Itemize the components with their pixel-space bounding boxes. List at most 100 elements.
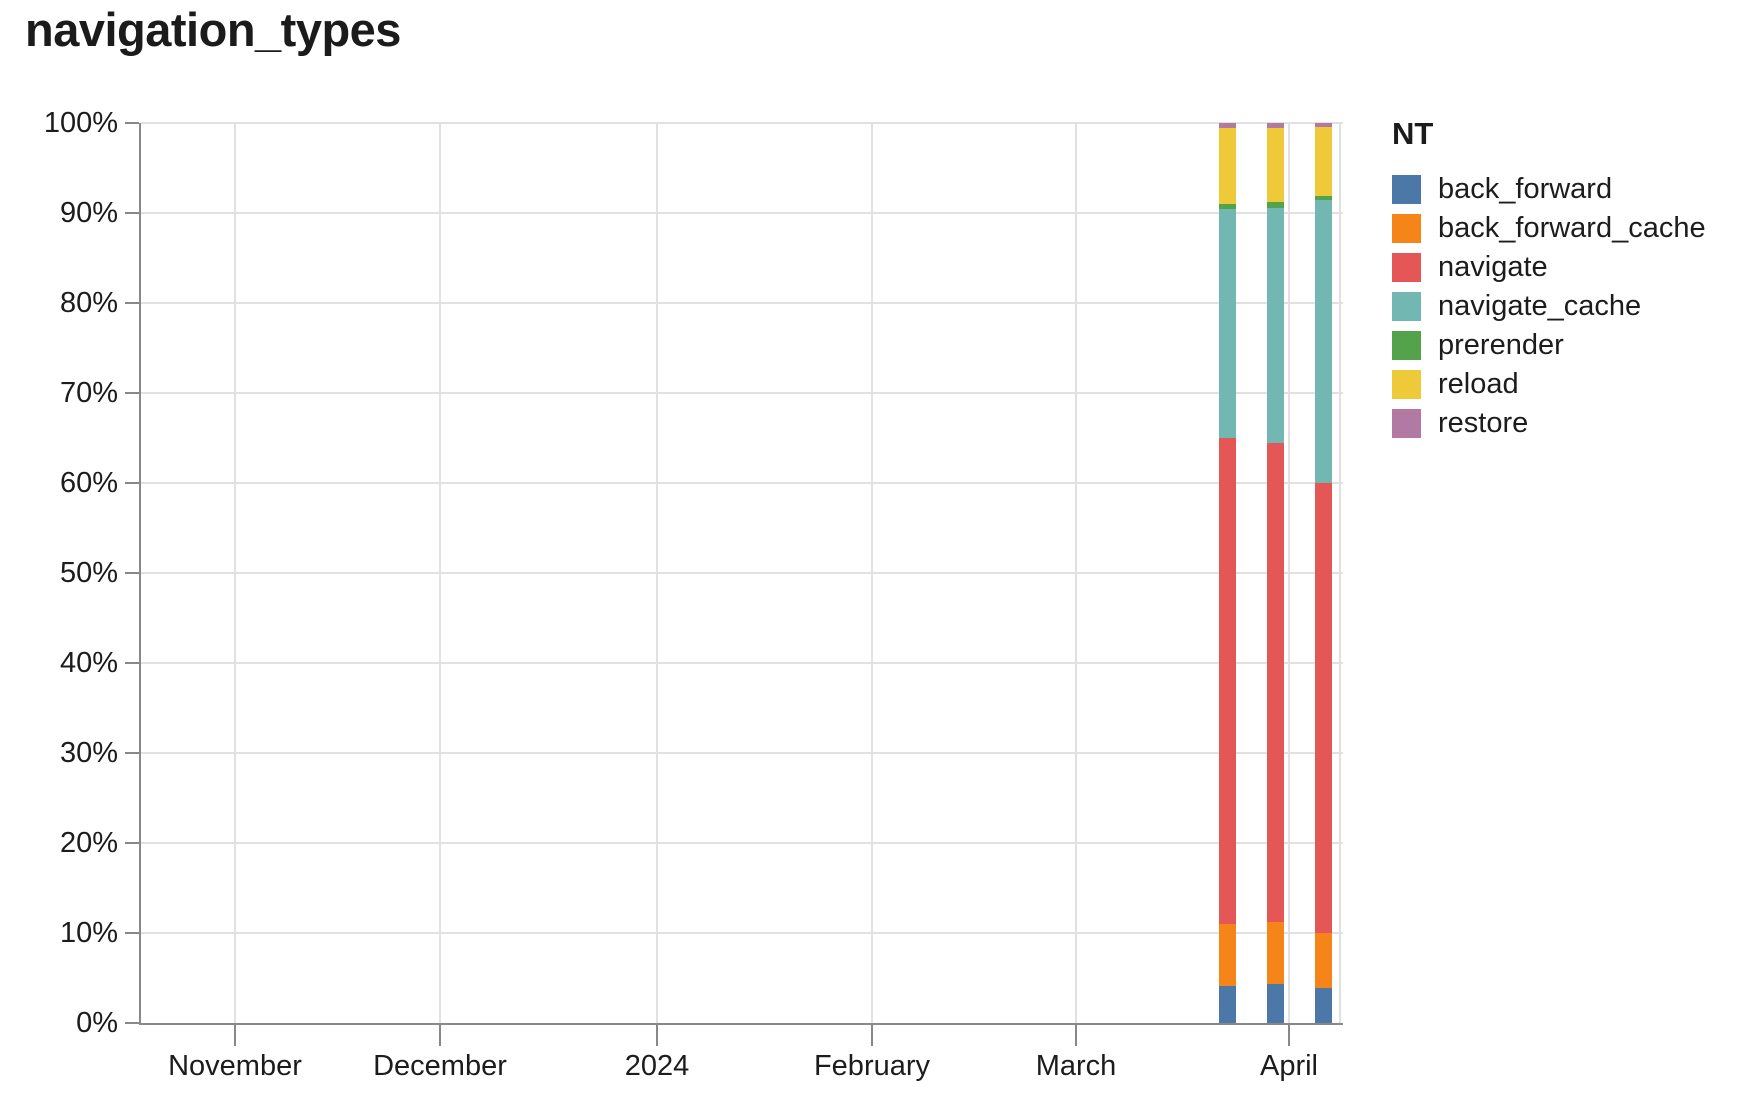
gridline-vertical <box>1075 123 1077 1023</box>
gridline-horizontal <box>141 392 1343 394</box>
legend-item-back_forward_cache: back_forward_cache <box>1392 209 1706 248</box>
bar-segment-restore[interactable] <box>1219 123 1236 128</box>
x-axis-tick-label: February <box>813 1050 931 1082</box>
legend-swatch-icon <box>1392 175 1421 204</box>
bar-segment-navigate_cache[interactable] <box>1219 209 1236 439</box>
legend-item-navigate: navigate <box>1392 248 1706 287</box>
gridline-horizontal <box>141 752 1343 754</box>
x-axis-tick-label: December <box>373 1050 507 1082</box>
bar-segment-reload[interactable] <box>1315 126 1332 196</box>
stacked-bar[interactable] <box>1219 123 1236 1023</box>
y-axis-tick <box>125 392 139 394</box>
y-axis-tick-label: 0% <box>76 1007 118 1039</box>
y-axis-tick <box>125 752 139 754</box>
x-axis-tick <box>234 1023 236 1046</box>
bar-segment-reload[interactable] <box>1219 127 1236 205</box>
y-axis-tick-label: 60% <box>59 467 118 499</box>
bar-segment-prerender[interactable] <box>1267 202 1284 208</box>
bar-segment-back_forward[interactable] <box>1219 986 1236 1023</box>
gridline-horizontal <box>141 482 1343 484</box>
legend-item-label: navigate_cache <box>1438 290 1642 322</box>
x-axis-tick <box>871 1023 873 1046</box>
bar-segment-back_forward_cache[interactable] <box>1315 933 1332 988</box>
gridline-horizontal <box>141 302 1343 304</box>
x-axis-tick <box>1075 1023 1077 1046</box>
gridline-horizontal <box>141 842 1343 844</box>
chart-title: navigation_types <box>25 3 401 56</box>
legend-item-label: back_forward_cache <box>1438 212 1706 244</box>
legend-item-prerender: prerender <box>1392 326 1706 365</box>
y-axis-tick-label: 40% <box>59 647 118 679</box>
x-axis-tick-label: 2024 <box>624 1050 690 1082</box>
y-axis-tick-label: 50% <box>59 557 118 589</box>
y-axis-tick-label: 100% <box>43 107 118 139</box>
x-axis-tick-label: March <box>1035 1050 1117 1082</box>
gridline-vertical <box>1288 123 1290 1023</box>
legend-item-reload: reload <box>1392 365 1706 404</box>
bar-segment-back_forward[interactable] <box>1267 984 1284 1023</box>
bar-segment-back_forward[interactable] <box>1315 987 1332 1023</box>
gridline-horizontal <box>141 572 1343 574</box>
legend-item-restore: restore <box>1392 404 1706 443</box>
gridline-vertical <box>656 123 658 1023</box>
gridline-horizontal <box>141 212 1343 214</box>
y-axis-tick <box>125 572 139 574</box>
y-axis-tick <box>125 1022 139 1024</box>
bar-segment-back_forward_cache[interactable] <box>1219 924 1236 987</box>
legend-title: NT <box>1392 116 1434 151</box>
y-axis-tick-label: 80% <box>59 287 118 319</box>
legend-swatch-icon <box>1392 331 1421 360</box>
legend-item-back_forward: back_forward <box>1392 170 1706 209</box>
bar-segment-navigate[interactable] <box>1315 483 1332 934</box>
y-axis-tick-label: 90% <box>59 197 118 229</box>
gridline-vertical <box>871 123 873 1023</box>
x-axis-tick-label: November <box>168 1050 302 1082</box>
x-axis-tick-label: April <box>1259 1050 1318 1082</box>
legend-swatch-icon <box>1392 292 1421 321</box>
bar-segment-navigate[interactable] <box>1267 443 1284 923</box>
bar-segment-reload[interactable] <box>1267 127 1284 203</box>
bar-segment-prerender[interactable] <box>1219 204 1236 210</box>
gridline-vertical <box>439 123 441 1023</box>
x-axis-tick <box>656 1023 658 1046</box>
y-axis-tick <box>125 212 139 214</box>
y-axis-tick <box>125 932 139 934</box>
y-axis-tick <box>125 302 139 304</box>
legend-item-label: prerender <box>1438 329 1564 361</box>
stacked-bar[interactable] <box>1267 123 1284 1023</box>
gridline-vertical <box>1339 123 1341 1023</box>
bar-segment-navigate[interactable] <box>1219 438 1236 925</box>
y-axis-tick-label: 20% <box>59 827 118 859</box>
legend-item-label: reload <box>1438 368 1519 400</box>
gridline-horizontal <box>141 662 1343 664</box>
y-axis-tick-label: 10% <box>59 917 118 949</box>
y-axis-tick <box>125 122 139 124</box>
y-axis-tick <box>125 482 139 484</box>
y-axis-tick <box>125 842 139 844</box>
gridline-horizontal <box>141 932 1343 934</box>
bar-segment-restore[interactable] <box>1267 123 1284 128</box>
legend-swatch-icon <box>1392 253 1421 282</box>
bar-segment-back_forward_cache[interactable] <box>1267 922 1284 985</box>
x-axis-tick <box>439 1023 441 1046</box>
gridline-vertical <box>234 123 236 1023</box>
plot-area: 0% 10% 20% 30% 40% 50% 60% 70% 80% 90% 100% Novembe… <box>44 108 1343 1082</box>
legend-swatch-icon <box>1392 409 1421 438</box>
legend-item-label: back_forward <box>1438 173 1613 205</box>
stacked-bar[interactable] <box>1315 123 1332 1023</box>
bar-segment-restore[interactable] <box>1315 123 1332 127</box>
legend-item-navigate_cache: navigate_cache <box>1392 287 1706 326</box>
legend-items: back_forward back_forward_cache navigate na… <box>1392 170 1706 443</box>
legend-swatch-icon <box>1392 370 1421 399</box>
bar-segment-navigate_cache[interactable] <box>1267 207 1284 444</box>
x-axis-tick <box>1288 1023 1290 1046</box>
y-axis-tick-label: 70% <box>59 377 118 409</box>
legend-item-label: navigate <box>1438 251 1548 283</box>
legend-item-label: restore <box>1438 407 1529 439</box>
bar-segment-prerender[interactable] <box>1315 195 1332 201</box>
y-axis-tick <box>125 662 139 664</box>
y-axis-tick-label: 30% <box>59 737 118 769</box>
bar-segment-navigate_cache[interactable] <box>1315 200 1332 484</box>
